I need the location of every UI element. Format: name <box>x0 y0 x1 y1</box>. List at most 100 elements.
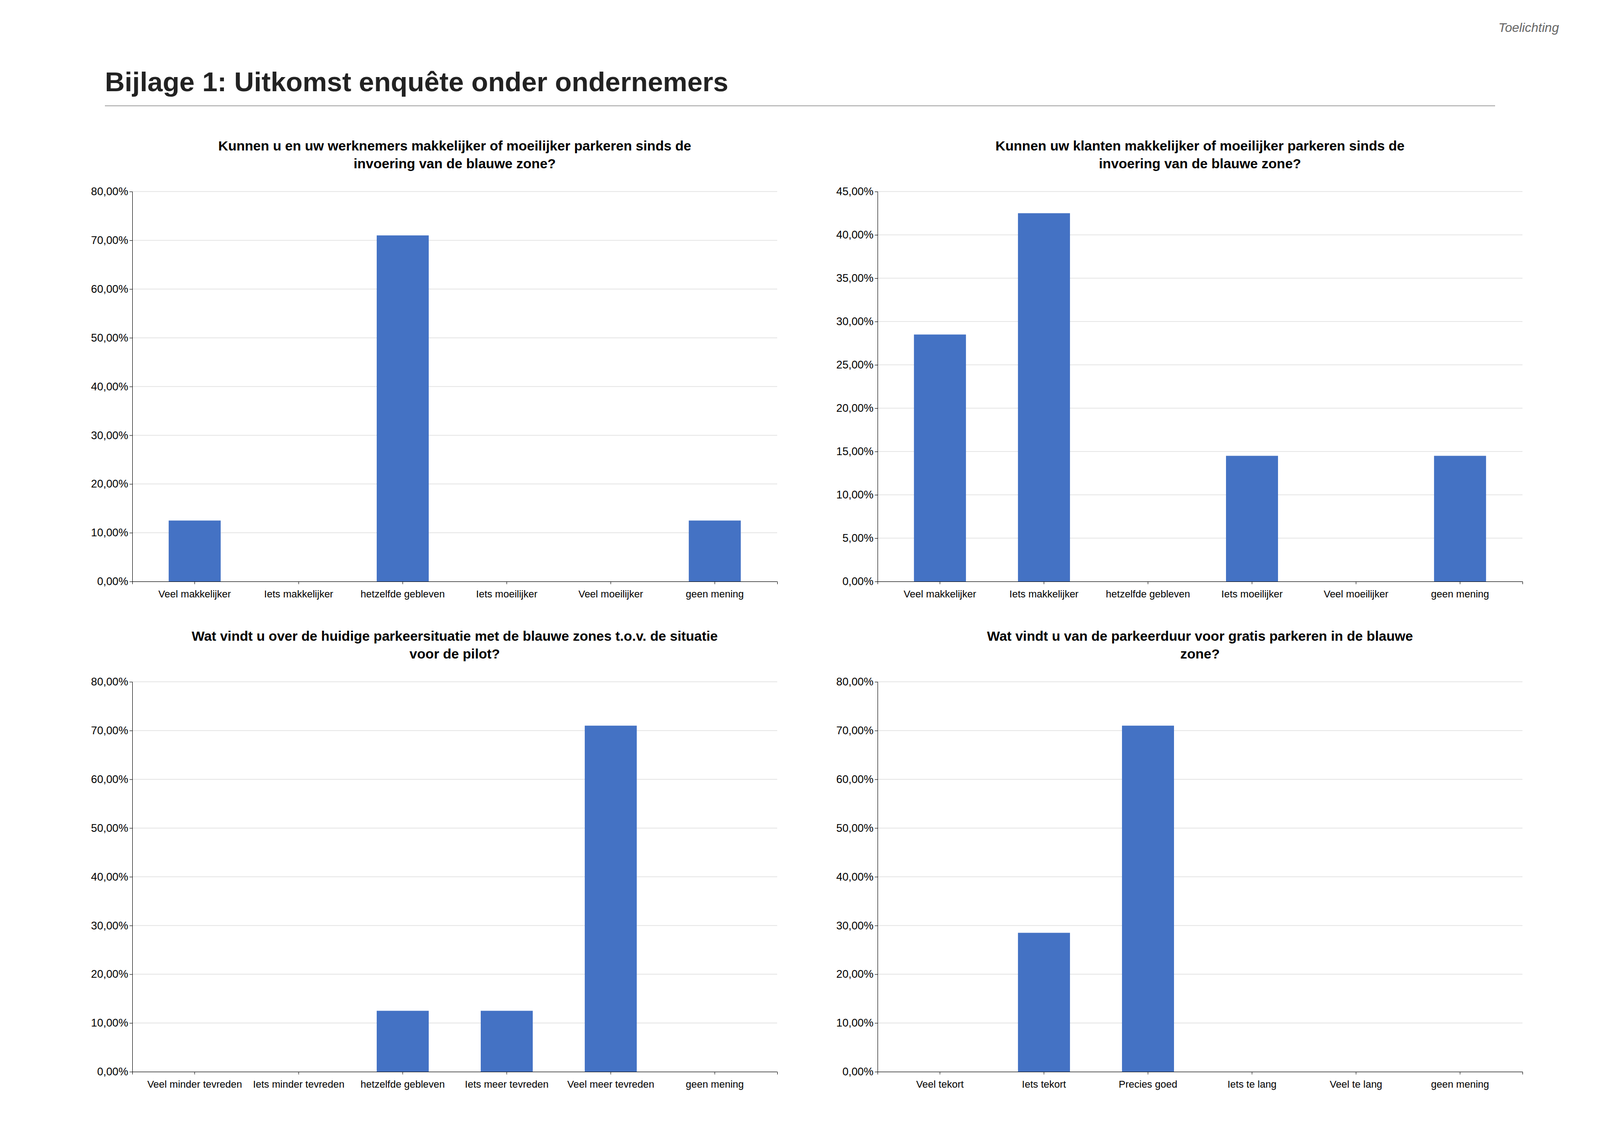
bar <box>1433 456 1486 582</box>
y-tick-mark <box>129 483 133 485</box>
y-tick-label: 10,00% <box>836 1016 874 1029</box>
grid-line <box>877 191 1523 193</box>
x-tick-mark <box>506 581 508 585</box>
y-tick: 30,00% <box>836 919 878 932</box>
grid-line <box>877 779 1523 780</box>
bar <box>584 725 637 1072</box>
bar <box>688 1071 741 1073</box>
bar <box>1018 932 1071 1072</box>
y-tick: 80,00% <box>836 675 878 688</box>
marks <box>376 725 637 1072</box>
x-axis-line <box>132 581 778 585</box>
y-tick: 30,00% <box>836 315 878 328</box>
x-tick-mark <box>1251 1071 1253 1075</box>
y-tick: 0,00% <box>842 1065 878 1078</box>
y-tick-mark <box>874 451 878 452</box>
y-axis-line <box>129 192 133 582</box>
x-tick: hetzelfde gebleven <box>1106 581 1191 600</box>
y-tick-label: 0,00% <box>842 575 874 588</box>
y-tick-label: 50,00% <box>91 331 129 344</box>
y-tick-mark <box>874 1071 878 1073</box>
chart-title-line: Wat vindt u van de parkeerduur voor grat… <box>987 628 1413 644</box>
x-axis: Veel makkelijkerIets makkelijkerhetzelfd… <box>132 581 778 600</box>
y-tick-mark <box>129 730 133 732</box>
x-tick-label: geen mening <box>685 588 744 600</box>
x-tick-label: Veel tekort <box>916 1078 964 1091</box>
chart-title: Kunnen uw klanten makkelijker of moeilij… <box>995 138 1405 172</box>
x-tick-label: hetzelfde gebleven <box>1106 588 1191 600</box>
y-tick-mark <box>129 435 133 436</box>
y-tick-mark <box>129 240 133 241</box>
chart-title: Wat vindt u over de huidige parkeersitua… <box>191 628 718 662</box>
chart-title-line: Kunnen u en uw werknemers makkelijker of… <box>218 138 691 154</box>
y-tick-label: 0,00% <box>97 575 129 588</box>
grid-line <box>132 827 778 829</box>
y-axis-line <box>129 682 133 1073</box>
x-tick-label: Veel makkelijker <box>903 588 977 600</box>
grid-line <box>877 451 1523 452</box>
chart-title-line: zone? <box>1180 646 1221 662</box>
x-tick-label: Iets tekort <box>1022 1078 1067 1091</box>
x-tick-label: Iets moeilijker <box>476 588 538 600</box>
y-tick: 10,00% <box>91 1016 133 1029</box>
grid-line <box>877 827 1523 829</box>
bar <box>168 520 221 582</box>
grid-line <box>877 730 1523 732</box>
main-title: Bijlage 1: Uitkomst enquête onder ondern… <box>104 66 729 98</box>
x-axis: Veel makkelijkerIets makkelijkerhetzelfd… <box>877 581 1523 600</box>
x-axis-line <box>877 581 1523 585</box>
plot-area: 0,00%10,00%20,00%30,00%40,00%50,00%60,00… <box>91 675 778 1091</box>
y-tick-mark <box>129 581 133 582</box>
x-axis: Veel minder tevredenIets minder tevreden… <box>132 1071 778 1091</box>
y-tick: 80,00% <box>91 675 133 688</box>
x-tick-mark <box>402 581 403 585</box>
y-tick: 45,00% <box>836 185 878 198</box>
x-tick: geen mening <box>685 1071 744 1091</box>
x-tick-label: Veel makkelijker <box>158 588 231 600</box>
y-tick-label: 45,00% <box>836 185 874 198</box>
y-tick-mark <box>129 877 133 878</box>
marks <box>914 213 1486 582</box>
x-tick: Veel tekort <box>916 1071 964 1091</box>
y-tick-label: 40,00% <box>836 228 874 241</box>
y-tick-mark <box>874 581 878 582</box>
plot-area: 0,00%5,00%10,00%15,00%20,00%25,00%30,00%… <box>836 185 1523 600</box>
x-tick-mark <box>1147 1071 1149 1075</box>
y-tick-mark <box>874 321 878 323</box>
x-tick-label: Precies goed <box>1118 1078 1178 1091</box>
y-tick-mark <box>129 191 133 193</box>
x-tick: hetzelfde gebleven <box>360 581 446 600</box>
x-tick-mark <box>1147 581 1149 585</box>
x-tick-label: Veel te lang <box>1329 1078 1383 1091</box>
x-tick-mark <box>939 1071 941 1075</box>
x-tick-mark <box>714 1071 716 1075</box>
x-tick-label: Veel meer tevreden <box>567 1078 655 1091</box>
x-tick-label: Iets te lang <box>1227 1078 1277 1091</box>
x-tick-label: Veel minder tevreden <box>147 1078 243 1091</box>
grid-line <box>132 239 778 241</box>
y-tick-mark <box>874 234 878 236</box>
x-tick-mark <box>194 1071 195 1075</box>
y-tick-label: 30,00% <box>91 429 129 442</box>
marks <box>1018 725 1175 1072</box>
x-tick-mark <box>1459 1071 1461 1075</box>
marks <box>168 235 741 582</box>
x-tick-mark <box>610 581 612 585</box>
x-tick-label: Veel moeilijker <box>1323 588 1389 600</box>
x-tick: Veel moeilijker <box>1323 581 1389 600</box>
y-tick-label: 60,00% <box>836 773 874 786</box>
y-axis-line <box>874 192 878 582</box>
y-axis: 0,00%10,00%20,00%30,00%40,00%50,00%60,00… <box>836 675 878 1078</box>
y-tick-label: 40,00% <box>91 380 129 393</box>
y-tick: 25,00% <box>836 358 878 371</box>
y-tick-label: 25,00% <box>836 358 874 371</box>
y-tick-label: 0,00% <box>842 1065 874 1078</box>
grid-line <box>877 925 1523 927</box>
y-tick-label: 5,00% <box>842 531 874 545</box>
y-tick-mark <box>874 494 878 496</box>
x-tick-mark <box>1043 1071 1045 1075</box>
x-tick: Veel makkelijker <box>158 581 231 600</box>
y-tick-label: 60,00% <box>91 773 129 786</box>
x-tick: Veel moeilijker <box>578 581 644 600</box>
x-tick-mark <box>1251 581 1253 585</box>
